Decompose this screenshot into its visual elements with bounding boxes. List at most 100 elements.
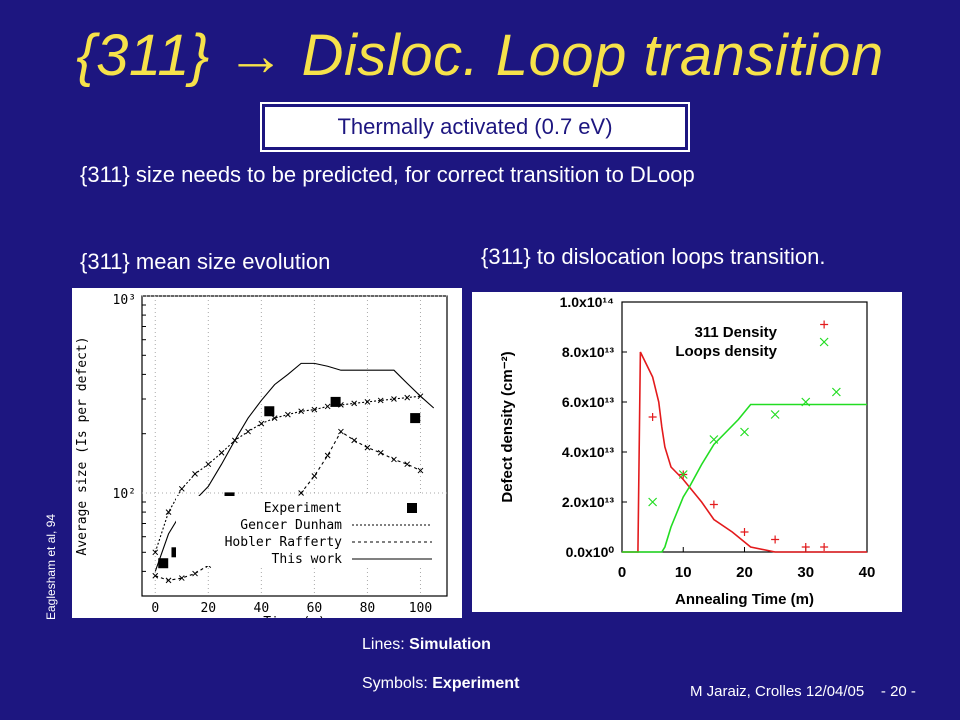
footer: M Jaraiz, Crolles 12/04/05 - 20 - <box>690 683 916 700</box>
left-chart-caption: {311} mean size evolution <box>80 249 331 274</box>
point-loops-density-exp <box>740 427 749 437</box>
x-tick-label: 80 <box>360 601 376 616</box>
legend-label: Experiment <box>264 501 342 516</box>
point-hobler-rafferty <box>324 452 331 459</box>
y-tick-label: 4.0x10¹³ <box>562 444 614 460</box>
transition-svg: 0 10 20 30 40 0.0x10⁰ 2.0x10¹³ 4.0x10¹³ 6.0x10¹³… <box>499 294 875 608</box>
symbols-legend: Symbols: Experiment <box>362 675 519 693</box>
x-tick-label: 40 <box>254 601 270 616</box>
size-evolution-svg: 0 20 40 60 80 100 10² 10³ Time (s) Average size (… <box>75 293 448 630</box>
series-line-hobler-rafferty <box>155 430 421 581</box>
right-chart-caption: {311} to dislocation loops transition. <box>481 244 826 269</box>
point-311-density-exp <box>740 528 749 536</box>
point-loops-density-exp <box>819 337 829 347</box>
x-tick-label: 60 <box>307 601 323 616</box>
legend-label: This work <box>272 552 343 567</box>
point-hobler-rafferty <box>391 456 397 463</box>
point-hobler-rafferty <box>338 428 344 435</box>
highlight-text: Thermally activated (0.7 eV) <box>337 114 613 139</box>
point-hobler-rafferty <box>165 577 172 584</box>
series-line-this-work <box>154 362 435 572</box>
point-loops-density-exp <box>801 397 811 407</box>
point-gencer-dunham <box>205 461 212 468</box>
lines-legend: Lines: Simulation <box>362 636 491 654</box>
y-tick-label: 10² <box>113 487 136 502</box>
legend-background <box>176 496 438 566</box>
x-axis-label: Time (s) <box>263 615 326 618</box>
point-gencer-dunham <box>311 406 318 413</box>
point-gencer-dunham <box>152 549 159 556</box>
point-gencer-dunham <box>298 408 304 415</box>
size-evolution-chart: 0 20 40 60 80 100 10² 10³ Time (s) Average size (… <box>72 288 462 630</box>
point-hobler-rafferty <box>377 449 384 456</box>
point-experiment <box>330 396 341 407</box>
point-gencer-dunham <box>245 428 251 435</box>
x-tick-label: 0 <box>618 564 626 581</box>
point-loops-density-exp <box>770 410 780 419</box>
slide-title: {311} → Disloc. Loop transition <box>76 23 884 88</box>
x-tick-label: 100 <box>409 601 432 616</box>
point-gencer-dunham <box>391 396 397 402</box>
point-gencer-dunham <box>218 449 225 456</box>
x-tick-label: 20 <box>200 601 216 616</box>
y-tick-label: 1.0x10¹⁴ <box>560 294 614 310</box>
point-gencer-dunham <box>324 403 331 410</box>
legend-label: 311 Density <box>694 324 777 341</box>
point-extra <box>820 320 829 329</box>
point-gencer-dunham <box>258 420 265 427</box>
point-loops-density-exp <box>648 497 658 507</box>
point-gencer-dunham <box>178 485 185 492</box>
point-gencer-dunham <box>377 397 384 404</box>
point-loops-density-exp <box>678 470 688 479</box>
y-tick-label: 8.0x10¹³ <box>562 344 614 360</box>
point-gencer-dunham <box>338 402 344 408</box>
series-line-311-density <box>622 351 867 553</box>
x-tick-label: 20 <box>736 564 753 581</box>
y-tick-label: 2.0x10¹³ <box>562 494 614 510</box>
point-hobler-rafferty <box>178 575 185 581</box>
legend-label: Loops density <box>675 343 777 360</box>
point-hobler-rafferty <box>152 572 159 579</box>
point-hobler-rafferty <box>351 437 358 444</box>
point-hobler-rafferty <box>417 467 424 474</box>
point-loops-density-exp <box>709 435 719 444</box>
point-311-density-exp <box>801 543 810 551</box>
point-gencer-dunham <box>285 411 291 418</box>
point-experiment <box>158 558 169 569</box>
point-gencer-dunham <box>351 400 358 407</box>
right-reference: Li and Jones, 98 <box>888 385 902 474</box>
point-gencer-dunham <box>271 415 278 421</box>
y-tick-label: 0.0x10⁰ <box>566 544 615 560</box>
highlight-box: Thermally activated (0.7 eV) <box>260 102 690 152</box>
point-311-density-exp <box>820 543 829 551</box>
point-311-density-exp <box>709 500 718 509</box>
x-axis-label: Annealing Time (m) <box>675 591 814 608</box>
legend-label: Hobler Rafferty <box>225 535 343 550</box>
lines-label: Lines: <box>362 636 405 653</box>
series-line-loops-density <box>622 403 867 553</box>
point-hobler-rafferty <box>364 444 371 451</box>
point-experiment <box>264 406 275 417</box>
point-hobler-rafferty <box>298 490 304 496</box>
point-hobler-rafferty <box>192 570 198 577</box>
point-gencer-dunham <box>364 399 371 405</box>
legend-key-experiment <box>407 503 417 513</box>
x-tick-label: 0 <box>151 601 159 616</box>
point-hobler-rafferty <box>404 461 411 468</box>
point-311-density-exp <box>648 413 657 421</box>
y-axis-label: Average size (Is per defect) <box>75 336 90 555</box>
point-loops-density-exp <box>831 387 841 397</box>
point-gencer-dunham <box>404 394 411 401</box>
left-reference: Eaglesham et al, 94 <box>44 513 58 620</box>
point-experiment <box>410 413 421 424</box>
transition-chart: 0 10 20 30 40 0.0x10⁰ 2.0x10¹³ 4.0x10¹³ 6.0x10¹³… <box>472 292 902 612</box>
summary-line: {311} size needs to be predicted, for co… <box>80 162 695 187</box>
point-gencer-dunham <box>192 471 198 477</box>
x-tick-label: 10 <box>675 564 692 581</box>
y-axis-label: Defect density (cm⁻²) <box>499 351 516 502</box>
symbols-value: Experiment <box>432 675 520 692</box>
point-311-density-exp <box>771 535 780 544</box>
y-tick-label: 10³ <box>113 293 136 308</box>
point-hobler-rafferty <box>311 473 318 479</box>
y-tick-label: 6.0x10¹³ <box>562 394 614 410</box>
